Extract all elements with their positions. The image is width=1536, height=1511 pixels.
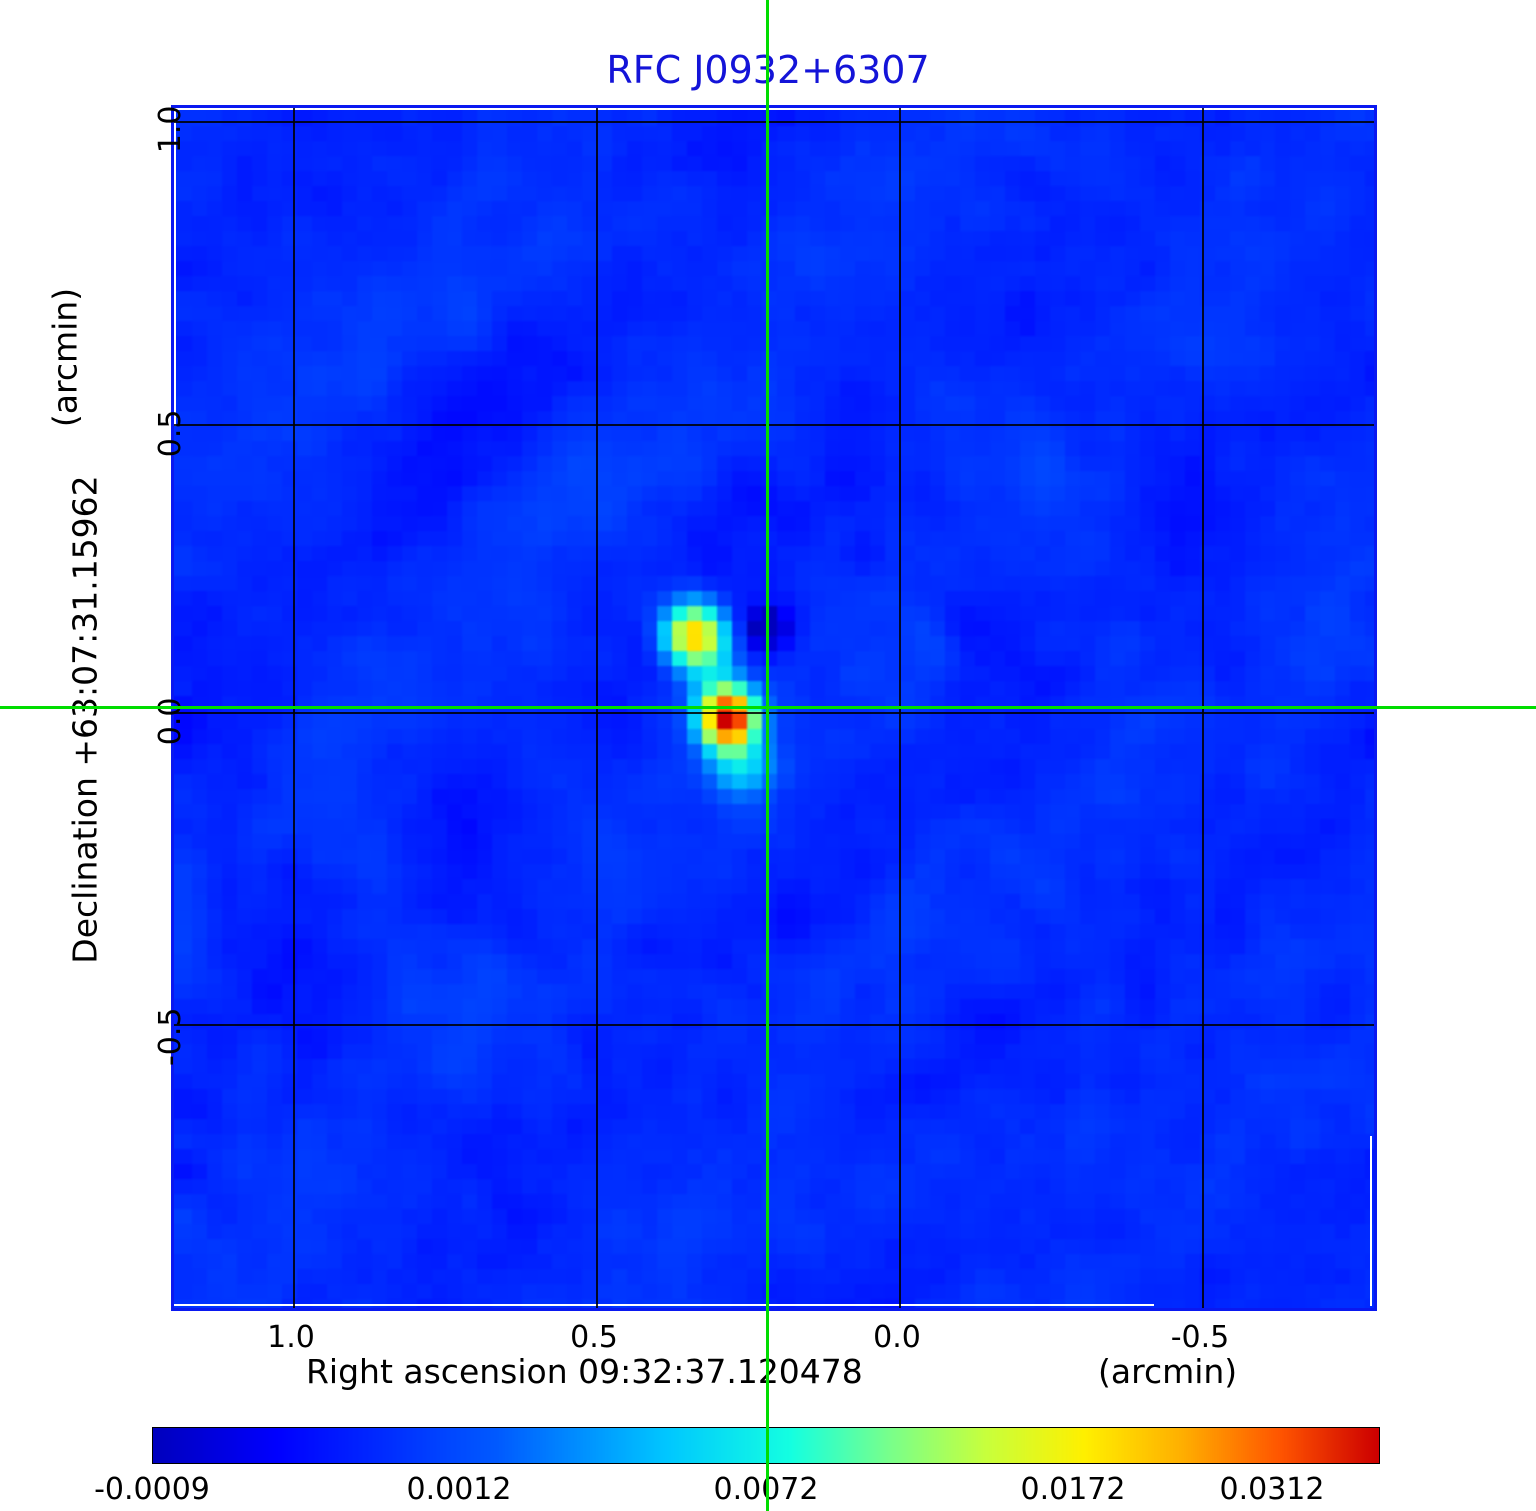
x-tick-label-3: 0.0 xyxy=(873,1320,921,1355)
colorbar-tick-label-3: 0.0072 xyxy=(656,1472,876,1507)
colorbar-tick-label-5: 0.0312 xyxy=(1219,1472,1325,1507)
y-tick-label-2: 0.5 xyxy=(153,409,189,458)
gridline-x-0.5 xyxy=(596,108,598,1308)
y-axis-units: (arcmin) xyxy=(45,287,85,428)
gridline-y--0.5 xyxy=(174,1024,1374,1026)
gridline-y-0.0 xyxy=(174,712,1374,714)
gridline-y-0.5 xyxy=(174,424,1374,426)
y-tick-label-1: 1.0 xyxy=(153,105,189,154)
panel-edge-artifact-top xyxy=(174,108,1374,110)
x-tick-label-1: 1.0 xyxy=(267,1320,315,1355)
colorbar-tick-label-1: -0.0009 xyxy=(94,1472,210,1507)
panel-edge-artifact-left xyxy=(174,108,176,426)
x-axis-units: (arcmin) xyxy=(1098,1352,1238,1391)
colorbar-tick-label-4: 0.0172 xyxy=(1020,1472,1126,1507)
x-tick-label-2: 0.5 xyxy=(570,1320,618,1355)
gridline-x-1.0 xyxy=(293,108,295,1308)
gridline-y-1.0 xyxy=(174,121,1374,123)
panel-edge-artifact-bottom xyxy=(174,1304,1154,1306)
crosshair-horizontal xyxy=(0,706,1536,709)
x-tick-label-4: -0.5 xyxy=(1170,1320,1230,1355)
gridline-x--0.5 xyxy=(1202,108,1204,1308)
panel-edge-artifact-right xyxy=(1370,1136,1372,1306)
y-tick-label-3: 0.0 xyxy=(153,697,189,746)
y-tick-label-4: -0.5 xyxy=(153,1007,189,1067)
sky-map-canvas[interactable] xyxy=(174,108,1374,1308)
colorbar-tick-label-2: 0.0012 xyxy=(406,1472,512,1507)
gridline-x-0.0 xyxy=(899,108,901,1308)
crosshair-vertical xyxy=(766,0,769,1511)
x-axis-title: Right ascension 09:32:37.120478 xyxy=(306,1352,863,1391)
